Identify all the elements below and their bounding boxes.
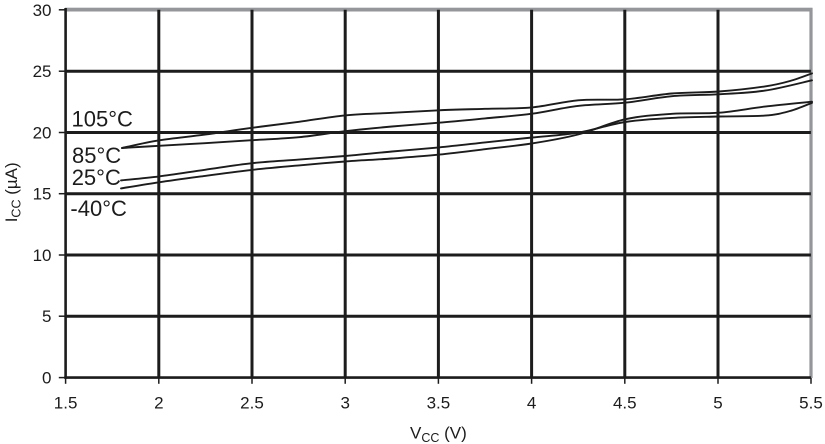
svg-text:30: 30 [33, 1, 52, 20]
svg-text:3.5: 3.5 [427, 394, 451, 413]
svg-text:2: 2 [154, 394, 163, 413]
svg-text:25: 25 [33, 62, 52, 81]
svg-text:4.5: 4.5 [613, 394, 637, 413]
svg-text:25°C: 25°C [72, 165, 121, 190]
svg-text:3: 3 [340, 394, 349, 413]
svg-text:15: 15 [33, 185, 52, 204]
svg-text:5: 5 [713, 394, 722, 413]
svg-text:5: 5 [42, 307, 51, 326]
svg-text:105°C: 105°C [72, 106, 134, 131]
svg-text:5.5: 5.5 [799, 394, 823, 413]
svg-text:10: 10 [33, 246, 52, 265]
svg-text:20: 20 [33, 124, 52, 143]
svg-text:4: 4 [527, 394, 536, 413]
svg-text:85°C: 85°C [72, 143, 121, 168]
svg-text:-40°C: -40°C [70, 196, 127, 221]
svg-text:2.5: 2.5 [240, 394, 264, 413]
svg-text:1.5: 1.5 [54, 394, 78, 413]
svg-text:0: 0 [42, 369, 51, 388]
